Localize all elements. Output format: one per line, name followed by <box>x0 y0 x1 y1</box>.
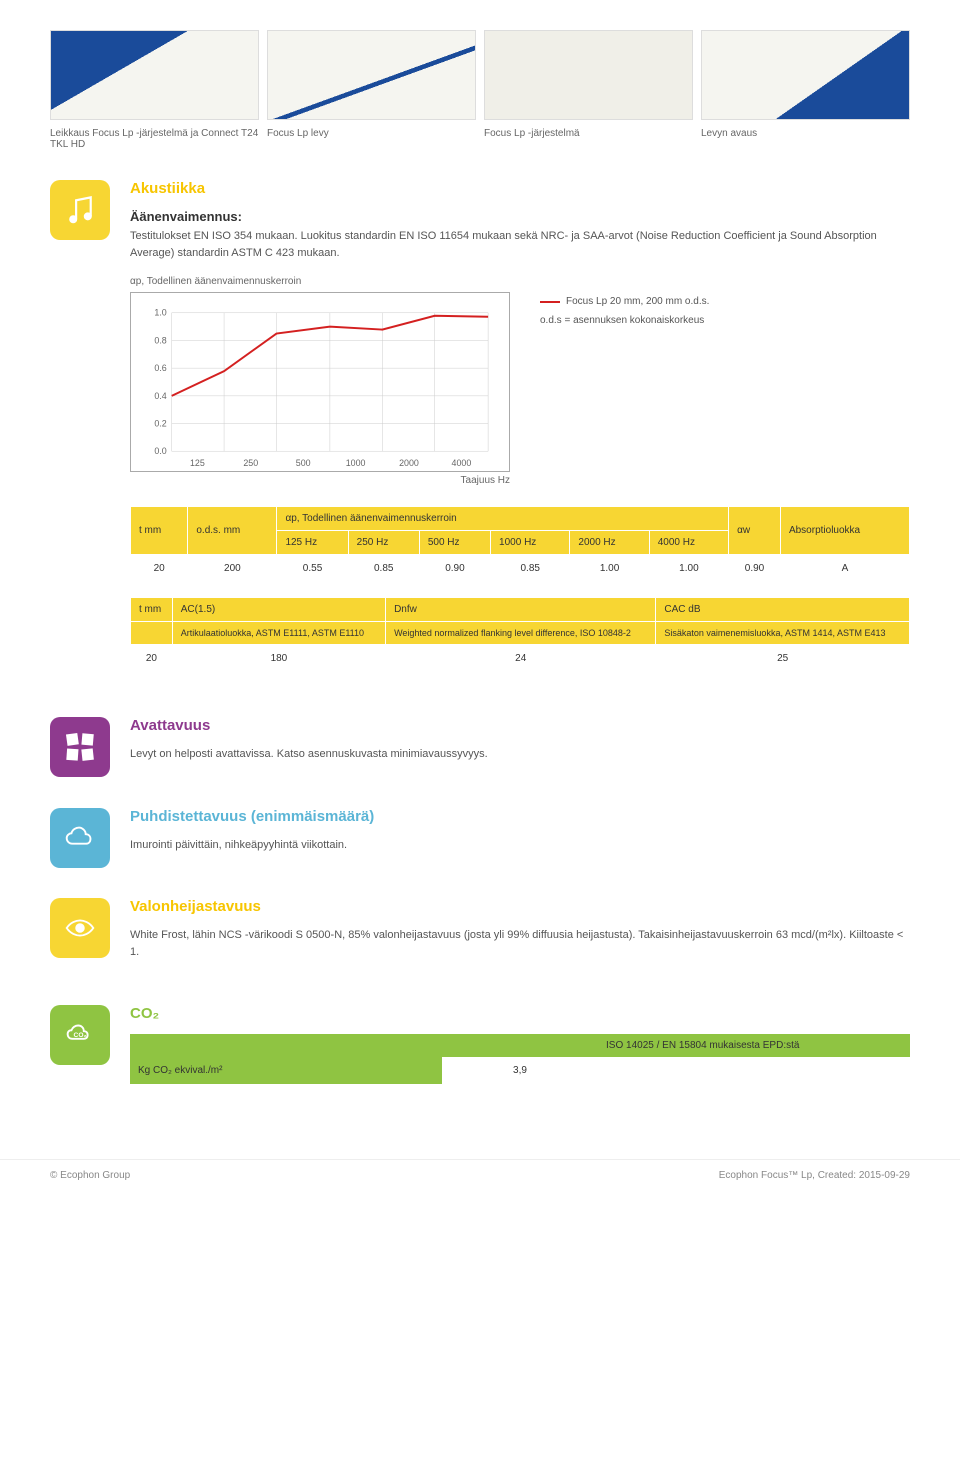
co2-icon: CO₂ <box>50 1005 110 1065</box>
table-row: 20 200 0.55 0.85 0.90 0.85 1.00 1.00 0.9… <box>131 555 910 583</box>
thumbnail-captions: Leikkaus Focus Lp -järjestelmä ja Connec… <box>50 128 910 150</box>
footer-left: © Ecophon Group <box>50 1170 130 1181</box>
legend-note: o.d.s = asennuksen kokonaiskorkeus <box>540 315 709 326</box>
reflectance-icon <box>50 898 110 958</box>
svg-text:1.0: 1.0 <box>154 308 166 318</box>
acoustics-desc: Testitulokset EN ISO 354 mukaan. Luokitu… <box>130 228 910 261</box>
cleanability-text: Imurointi päivittäin, nihkeäpyyhintä vii… <box>130 837 910 854</box>
acoustics-icon <box>50 180 110 240</box>
absorption-table: t mm o.d.s. mm αp, Todellinen äänenvaime… <box>130 506 910 582</box>
co2-table: ISO 14025 / EN 15804 mukaisesta EPD:stä … <box>130 1034 910 1084</box>
table-row: 20 180 24 25 <box>131 645 910 673</box>
caption: Focus Lp -järjestelmä <box>484 128 693 150</box>
svg-text:0.6: 0.6 <box>154 363 166 373</box>
co2-title: CO₂ <box>130 1005 910 1022</box>
acoustics-subtitle: Äänenvaimennus: <box>130 209 910 224</box>
reflectance-title: Valonheijastavuus <box>130 898 910 915</box>
thumb-2 <box>267 30 476 120</box>
table-row: Kg CO₂ ekvival./m² 3,9 <box>130 1057 910 1084</box>
svg-text:125: 125 <box>190 458 205 468</box>
svg-text:0.8: 0.8 <box>154 335 166 345</box>
accessibility-text: Levyt on helposti avattavissa. Katso ase… <box>130 746 910 763</box>
svg-text:1000: 1000 <box>346 458 366 468</box>
footer-right: Ecophon Focus™ Lp, Created: 2015-09-29 <box>719 1170 910 1181</box>
thumb-1 <box>50 30 259 120</box>
caption: Leikkaus Focus Lp -järjestelmä ja Connec… <box>50 128 259 150</box>
acoustics-title: Akustiikka <box>130 180 910 197</box>
reflectance-text: White Frost, lähin NCS -värikoodi S 0500… <box>130 927 910 960</box>
svg-text:CO₂: CO₂ <box>74 1032 87 1039</box>
cleanability-icon <box>50 808 110 868</box>
caption: Levyn avaus <box>701 128 910 150</box>
thumb-3 <box>484 30 693 120</box>
thumb-4 <box>701 30 910 120</box>
svg-text:2000: 2000 <box>399 458 419 468</box>
chart-legend: Focus Lp 20 mm, 200 mm o.d.s. o.d.s = as… <box>540 276 709 486</box>
accessibility-title: Avattavuus <box>130 717 910 734</box>
cleanability-title: Puhdistettavuus (enimmäismäärä) <box>130 808 910 825</box>
svg-text:500: 500 <box>296 458 311 468</box>
page-footer: © Ecophon Group Ecophon Focus™ Lp, Creat… <box>0 1159 960 1191</box>
thumbnail-row <box>50 30 910 120</box>
svg-text:0.2: 0.2 <box>154 419 166 429</box>
accessibility-icon <box>50 717 110 777</box>
caption: Focus Lp levy <box>267 128 476 150</box>
svg-text:250: 250 <box>243 458 258 468</box>
chart-ylabel: αp, Todellinen äänenvaimennuskerroin <box>130 276 510 287</box>
svg-text:0.0: 0.0 <box>154 446 166 456</box>
svg-text:4000: 4000 <box>452 458 472 468</box>
flanking-table: t mm AC(1.5) Dnfw CAC dB Artikulaatioluo… <box>130 597 910 672</box>
absorption-chart: 0.0 0.2 0.4 0.6 0.8 1.0 125 250 500 1000 2000 40… <box>130 292 510 472</box>
svg-text:0.4: 0.4 <box>154 391 166 401</box>
legend-label: Focus Lp 20 mm, 200 mm o.d.s. <box>566 296 709 307</box>
chart-xlabel: Taajuus Hz <box>130 475 510 486</box>
